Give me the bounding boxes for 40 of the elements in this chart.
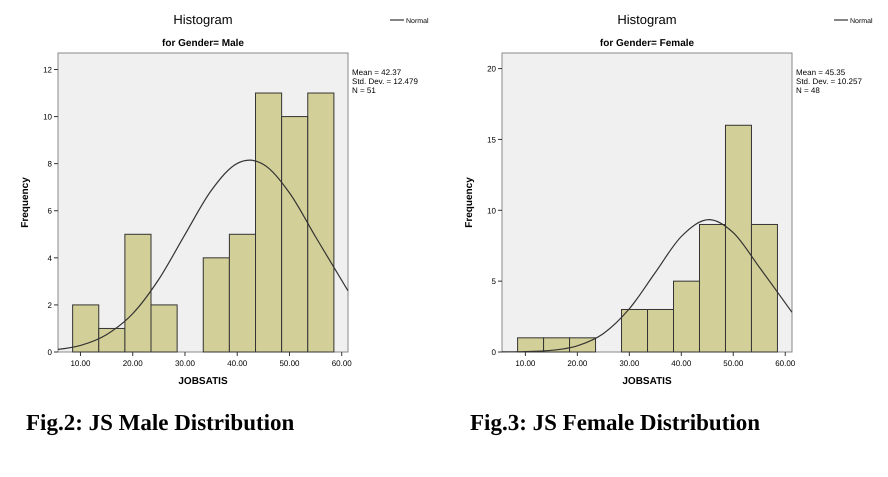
x-tick-label: 40.00 xyxy=(227,359,248,368)
y-tick-label: 5 xyxy=(492,277,497,286)
chart-subtitle: for Gender= Male xyxy=(162,38,244,49)
x-tick-label: 30.00 xyxy=(174,359,196,368)
chart-subtitle: for Gender= Female xyxy=(600,38,695,49)
x-tick-label: 10.00 xyxy=(515,359,536,368)
x-tick-label: 60.00 xyxy=(332,359,352,368)
chart-title: Histogram xyxy=(173,12,233,27)
y-tick-label: 8 xyxy=(48,160,53,169)
caption: Fig.2: JS Male Distribution xyxy=(26,410,295,436)
text: N = 51 xyxy=(352,86,376,95)
x-axis-title: JOBSATIS xyxy=(622,376,672,387)
y-tick-label: 20 xyxy=(487,64,497,74)
y-tick-label: 10 xyxy=(487,206,497,216)
y-tick-label: 0 xyxy=(48,348,53,357)
caption: Fig.3: JS Female Distribution xyxy=(470,410,760,436)
y-axis-title: Frequency xyxy=(464,176,475,228)
y-tick-label: 10 xyxy=(43,112,53,122)
x-tick-label: 40.00 xyxy=(671,359,692,368)
text: Mean = 45.35 xyxy=(796,68,846,77)
text: Std. Dev. = 10.257 xyxy=(796,77,862,86)
y-axis-title: Frequency xyxy=(20,176,31,228)
y-tick-label: 0 xyxy=(492,348,497,357)
x-tick-label: 60.00 xyxy=(775,359,796,368)
x-tick-label: 10.00 xyxy=(70,359,92,368)
x-tick-label: 20.00 xyxy=(567,359,588,368)
y-tick-label: 15 xyxy=(487,135,497,144)
x-tick-label: 50.00 xyxy=(723,359,744,368)
x-axis-title: JOBSATIS xyxy=(178,376,228,387)
y-tick-label: 2 xyxy=(48,300,53,310)
y-tick-label: 12 xyxy=(43,65,53,74)
text: Mean = 42.37 xyxy=(352,68,402,77)
chart-title: Histogram xyxy=(617,12,677,27)
y-tick-label: 4 xyxy=(48,254,53,263)
x-tick-label: 30.00 xyxy=(619,359,640,368)
x-tick-label: 20.00 xyxy=(122,359,144,368)
y-tick-label: 6 xyxy=(48,206,53,216)
text: Std. Dev. = 12.479 xyxy=(352,77,418,86)
text: N = 48 xyxy=(796,86,820,95)
x-tick-label: 50.00 xyxy=(279,359,300,368)
